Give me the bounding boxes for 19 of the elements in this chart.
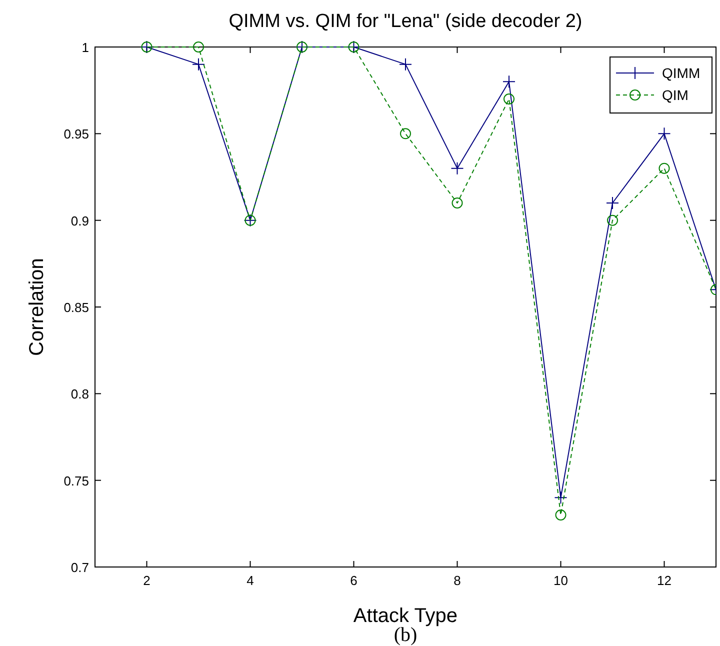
y-tick-label: 0.9 xyxy=(70,213,89,228)
x-tick-label: 6 xyxy=(350,573,358,588)
y-tick-label: 1 xyxy=(82,40,89,55)
x-tick-label: 10 xyxy=(554,573,568,588)
y-tick-label: 0.75 xyxy=(64,473,89,488)
text: (b) xyxy=(394,624,418,646)
y-tick-label: 0.85 xyxy=(64,300,89,315)
y-axis-title: Correlation xyxy=(26,258,48,356)
x-tick-label: 12 xyxy=(657,573,672,588)
chart-title: QIMM vs. QIM for "Lena" (side decoder 2) xyxy=(228,11,582,32)
y-tick-label: 0.8 xyxy=(70,386,89,402)
x-tick-label: 4 xyxy=(246,573,254,588)
x-tick-label: 2 xyxy=(143,573,150,588)
x-tick-label: 8 xyxy=(454,573,461,588)
legend-label: QIMM xyxy=(662,65,700,81)
x-axis-title: Attack Type xyxy=(353,605,458,627)
y-tick-label: 0.7 xyxy=(70,560,89,575)
legend-label: QIM xyxy=(662,87,688,103)
y-tick-label: 0.95 xyxy=(64,126,89,142)
